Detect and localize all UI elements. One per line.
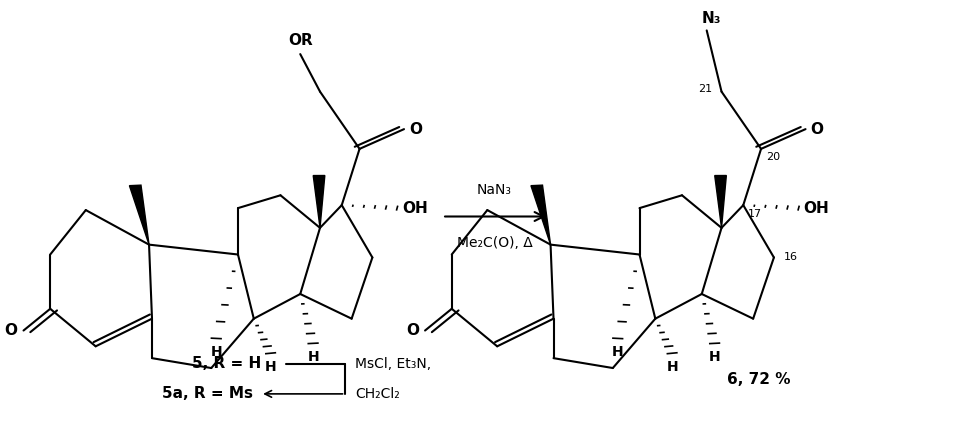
Text: H: H: [611, 345, 623, 359]
Text: 21: 21: [697, 84, 711, 94]
Text: 16: 16: [782, 252, 797, 262]
Text: H: H: [708, 350, 720, 364]
Text: H: H: [307, 350, 319, 364]
Text: N₃: N₃: [701, 11, 721, 26]
Text: H: H: [666, 360, 677, 374]
Text: MsCl, Et₃N,: MsCl, Et₃N,: [355, 357, 430, 371]
Text: O: O: [5, 323, 18, 338]
Text: O: O: [406, 323, 419, 338]
Text: 17: 17: [747, 210, 762, 220]
Text: H: H: [264, 360, 276, 374]
Text: Me₂C(O), Δ: Me₂C(O), Δ: [456, 236, 532, 250]
Text: OR: OR: [288, 33, 312, 48]
Polygon shape: [129, 185, 149, 245]
Text: O: O: [409, 122, 422, 137]
Text: OH: OH: [402, 200, 427, 216]
Text: O: O: [810, 122, 822, 137]
Text: OH: OH: [803, 200, 828, 216]
Text: 20: 20: [765, 152, 779, 162]
Text: 5, R = H: 5, R = H: [192, 356, 261, 372]
Text: 5a, R = Ms: 5a, R = Ms: [161, 386, 252, 401]
Polygon shape: [714, 175, 726, 228]
Polygon shape: [530, 185, 550, 245]
Text: H: H: [210, 345, 222, 359]
Text: CH₂Cl₂: CH₂Cl₂: [355, 387, 399, 401]
Polygon shape: [313, 175, 325, 228]
Text: 6, 72 %: 6, 72 %: [726, 372, 789, 387]
Text: NaN₃: NaN₃: [476, 183, 511, 197]
